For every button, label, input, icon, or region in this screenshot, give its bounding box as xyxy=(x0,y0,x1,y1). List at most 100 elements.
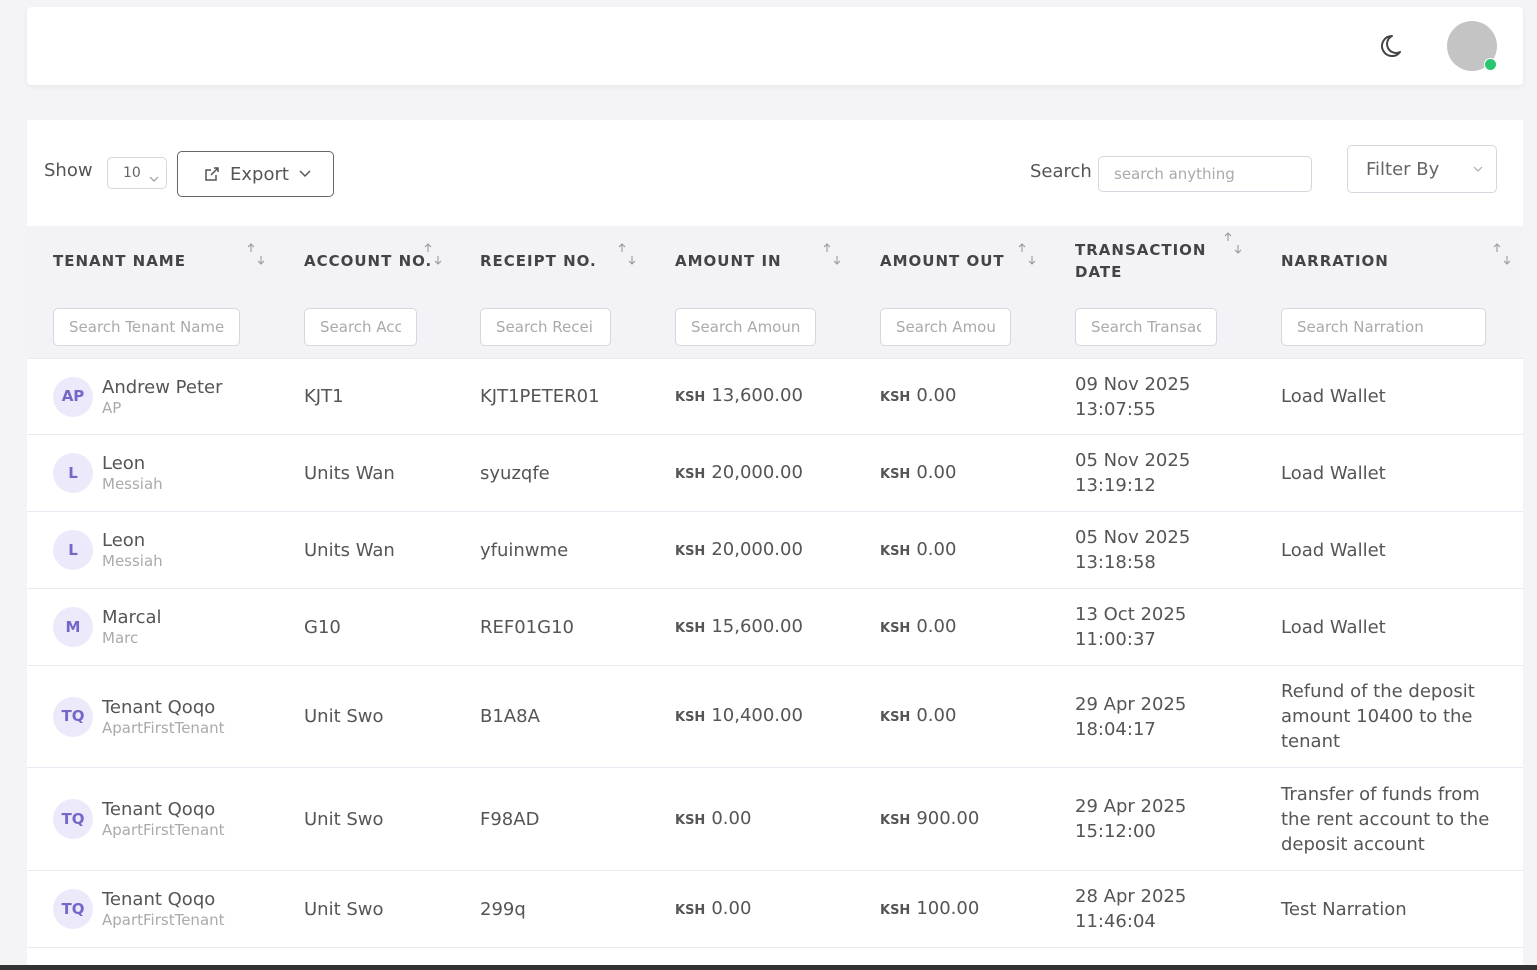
amount-out-value: 900.00 xyxy=(916,807,980,829)
amount-out-value: 0.00 xyxy=(916,615,957,637)
column-filter-input[interactable]: Search Transac xyxy=(1075,307,1217,346)
table-body: AP Andrew Peter AP KJT1 KJT1PETER01 KSH 13,600… xyxy=(27,359,1523,948)
currency: KSH xyxy=(880,812,911,828)
column-label: TENANT NAME xyxy=(53,251,186,270)
bottom-edge xyxy=(0,965,1537,970)
currency: KSH xyxy=(675,390,706,405)
tenant-names: Marcal Marc xyxy=(102,607,162,647)
tenant-cell: TQ Tenant Qoqo ApartFirstTenant xyxy=(53,889,304,929)
chevron xyxy=(299,170,311,178)
receipt-no: syuzqfe xyxy=(480,462,550,484)
currency: KSH xyxy=(675,620,706,636)
table-row[interactable]: TQ Tenant Qoqo ApartFirstTenant Unit Swo F98… xyxy=(27,768,1523,871)
filter-placeholder: Search Acc xyxy=(320,317,401,336)
column-filter-input[interactable]: Search Recei xyxy=(480,307,611,346)
table-row[interactable]: M Marcal Marc G10 REF01G10 KSH 15,600.00 KSH 0.0… xyxy=(27,589,1523,666)
tenant-cell: M Marcal Marc xyxy=(53,607,304,647)
status-dot xyxy=(1484,58,1497,71)
receipt-no: 299q xyxy=(480,898,526,920)
column-label: AMOUNT OUT xyxy=(880,251,1005,270)
page-size-select[interactable]: 10 xyxy=(107,157,167,189)
theme-toggle[interactable] xyxy=(1380,32,1406,60)
amount-in: KSH 15,600.00 xyxy=(675,614,880,641)
export-icon xyxy=(205,167,219,181)
date: 29 Apr 2025 xyxy=(1075,796,1187,817)
search-input[interactable]: search anything xyxy=(1098,156,1312,192)
sort-icon[interactable] xyxy=(1491,241,1513,273)
column-header: TRANSACTION DATE xyxy=(1075,231,1281,283)
amount-out-value: 0.00 xyxy=(916,705,957,726)
table-row[interactable]: TQ Tenant Qoqo ApartFirstTenant Unit Swo 299… xyxy=(27,871,1523,948)
account-no: Units Wan xyxy=(304,462,395,484)
column-filter-input[interactable]: Search Acc xyxy=(304,307,417,346)
tenant-name: Tenant Qoqo xyxy=(102,696,216,718)
sort-icon[interactable] xyxy=(422,241,444,273)
tenant-avatar: M xyxy=(53,607,93,647)
tenant-names: Andrew Peter AP xyxy=(102,377,223,417)
column-header: ACCOUNT NO. xyxy=(304,242,480,272)
narration: Load Wallet xyxy=(1281,539,1386,561)
amount-in-value: 20,000.00 xyxy=(711,461,803,483)
column-filter-input[interactable]: Search Amoun xyxy=(675,307,816,346)
export-button[interactable]: Export xyxy=(177,151,334,197)
search-placeholder: search anything xyxy=(1114,165,1235,183)
amount-in: KSH 0.00 xyxy=(675,896,880,923)
amount-out-value: 0.00 xyxy=(916,461,957,483)
column-header: AMOUNT OUT xyxy=(880,242,1075,272)
amount-out: KSH 900.00 xyxy=(880,806,1075,833)
column-filter-input[interactable]: Search Narration xyxy=(1281,307,1486,346)
filter-placeholder: Search Amou xyxy=(896,317,995,336)
amount-out-value: 0.00 xyxy=(916,538,957,560)
currency: KSH xyxy=(675,902,706,918)
sort-icon[interactable] xyxy=(1222,230,1244,262)
currency: KSH xyxy=(675,812,706,828)
amount-in-value: 0.00 xyxy=(711,807,752,829)
tenant-subname: ApartFirstTenant xyxy=(102,821,225,839)
currency: KSH xyxy=(675,466,706,482)
tenant-subname: Messiah xyxy=(102,552,163,570)
table-row[interactable]: L Leon Messiah Units Wan syuzqfe KSH 20,000.00… xyxy=(27,435,1523,512)
sort-icon[interactable] xyxy=(1016,241,1038,273)
table-row[interactable]: TQ Tenant Qoqo ApartFirstTenant Unit Swo B1A… xyxy=(27,666,1523,768)
transaction-date: 05 Nov 2025 13:18:58 xyxy=(1075,525,1281,575)
column-header: NARRATION xyxy=(1281,242,1523,272)
table-row[interactable]: AP Andrew Peter AP KJT1 KJT1PETER01 KSH 13,600… xyxy=(27,359,1523,435)
amount-in-value: 13,600.00 xyxy=(711,385,803,406)
tenant-avatar: TQ xyxy=(53,696,93,737)
tenant-cell: TQ Tenant Qoqo ApartFirstTenant xyxy=(53,799,304,839)
narration: Transfer of funds from the rent account … xyxy=(1281,783,1490,855)
tenant-cell: L Leon Messiah xyxy=(53,453,304,493)
currency: KSH xyxy=(880,543,911,559)
column-header: RECEIPT NO. xyxy=(480,242,675,272)
receipt-no: KJT1PETER01 xyxy=(480,386,600,407)
tenant-name: Tenant Qoqo xyxy=(102,799,216,820)
currency: KSH xyxy=(880,710,911,725)
tenant-names: Tenant Qoqo ApartFirstTenant xyxy=(102,697,225,737)
sort-icon[interactable] xyxy=(616,241,638,273)
tenant-subname: Marc xyxy=(102,629,139,647)
filter-cell: Search Narration xyxy=(1281,307,1523,346)
column-filter-input[interactable]: Search Amou xyxy=(880,307,1011,346)
sort-icon[interactable] xyxy=(245,241,267,273)
column-label: AMOUNT IN xyxy=(675,251,782,270)
table-header: TENANT NAME ACCOUNT NO. RECEIPT NO. AMOUNT … xyxy=(27,226,1523,359)
currency: KSH xyxy=(880,902,911,918)
time: 13:07:55 xyxy=(1075,398,1156,420)
sort-icon[interactable] xyxy=(821,241,843,273)
column-filter-input[interactable]: Search Tenant Name xyxy=(53,307,240,346)
table-row[interactable]: L Leon Messiah Units Wan yfuinwme KSH 20,000.0… xyxy=(27,512,1523,589)
filter-button[interactable]: Filter By xyxy=(1347,145,1497,193)
transactions-card: Show 10 Export Search search anything Fi… xyxy=(27,120,1523,970)
date: 28 Apr 2025 xyxy=(1075,886,1187,907)
narration: Load Wallet xyxy=(1281,386,1386,407)
top-bar xyxy=(27,7,1523,85)
column-label: ACCOUNT NO. xyxy=(304,251,433,270)
date: 29 Apr 2025 xyxy=(1075,693,1187,715)
amount-in-value: 0.00 xyxy=(711,897,752,919)
tenant-avatar: AP xyxy=(53,376,93,417)
amount-out: KSH 0.00 xyxy=(880,537,1075,564)
date: 13 Oct 2025 xyxy=(1075,604,1187,625)
currency: KSH xyxy=(880,620,911,636)
tenant-names: Tenant Qoqo ApartFirstTenant xyxy=(102,889,225,929)
